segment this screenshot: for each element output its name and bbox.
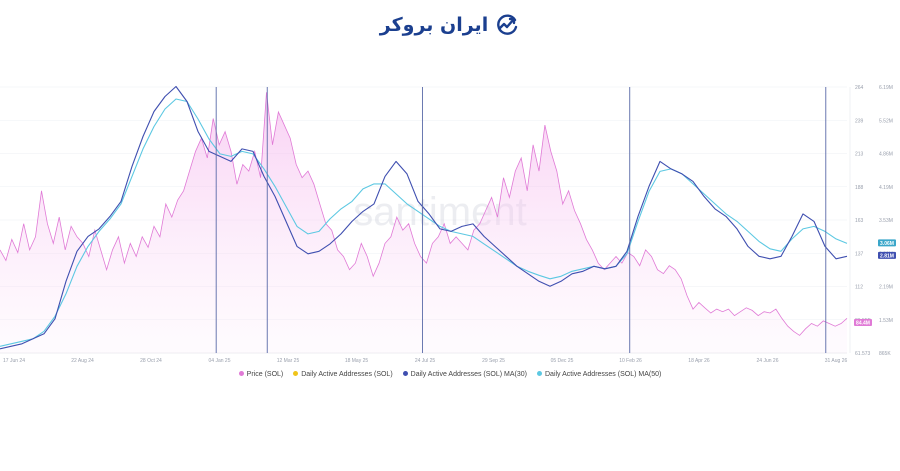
x-tick-label: 04 Jan 25 <box>209 358 231 364</box>
ma50-series <box>0 98 848 347</box>
value-badges: 3.06M 2.81M 84.4M <box>854 239 896 327</box>
y-right-tick-label: 865K <box>879 351 891 357</box>
value-badge-text: 3.06M <box>880 241 894 247</box>
legend-label: Daily Active Addresses (SOL) MA(50) <box>545 371 662 378</box>
y-left-axis-ticks: 26423921318816313711286.55B61.573 <box>855 85 872 357</box>
value-badge <box>878 239 896 247</box>
legend-item[interactable]: Daily Active Addresses (SOL) <box>293 371 393 378</box>
x-tick-label: 18 Apr 26 <box>688 358 710 364</box>
y-left-tick-label: 163 <box>855 218 864 224</box>
legend-swatch <box>537 371 542 376</box>
legend-swatch <box>402 371 408 376</box>
y-left-tick-label: 213 <box>855 152 864 158</box>
legend-swatch <box>293 371 299 376</box>
x-tick-label: 18 May 25 <box>345 358 369 364</box>
price-series <box>0 92 848 354</box>
y-right-tick-label: 3.53M <box>879 218 893 224</box>
x-tick-label: 24 Jul 25 <box>415 358 436 364</box>
y-left-tick-label: 61.573 <box>855 351 871 357</box>
legend-label: Daily Active Addresses (SOL) MA(30) <box>410 371 527 378</box>
x-tick-label: 12 Mar 25 <box>277 358 300 364</box>
legend-item[interactable]: Price (SOL) <box>238 371 284 378</box>
value-badge-text: 84.4M <box>856 321 870 327</box>
y-left-tick-label: 112 <box>855 285 863 291</box>
price-line <box>0 92 848 336</box>
x-tick-label: 29 Sep 25 <box>482 358 505 364</box>
rising-chart-circle-icon <box>497 14 518 35</box>
y-left-tick-label: 239 <box>855 118 864 124</box>
price-area <box>0 92 847 354</box>
x-tick-label: 05 Dec 25 <box>551 358 574 364</box>
x-tick-label: 31 Aug 26 <box>825 358 848 364</box>
legend-label: Price (SOL) <box>246 371 284 378</box>
x-tick-label: 28 Oct 24 <box>140 358 162 364</box>
y-left-tick-label: 188 <box>855 185 864 191</box>
x-tick-label: 10 Feb 26 <box>619 358 642 364</box>
brand-logo[interactable]: ایران بروکر <box>0 10 900 40</box>
brand-name: ایران بروکر <box>379 14 489 36</box>
vertical-markers <box>215 87 827 353</box>
y-right-tick-label: 4.19M <box>879 185 893 191</box>
chart-legend: Price (SOL) Daily Active Addresses (SOL) D… <box>0 371 900 378</box>
ma30-series <box>0 85 848 350</box>
value-badge <box>878 251 896 259</box>
x-axis-ticks: 17 Jun 24 22 Aug 24 28 Oct 24 04 Jan 25 12 M… <box>3 358 847 364</box>
legend-item[interactable]: Daily Active Addresses (SOL) MA(30) <box>402 371 527 378</box>
y-right-tick-label: 1.53M <box>879 318 893 324</box>
legend-swatch <box>238 371 244 376</box>
x-tick-label: 24 Jun 26 <box>757 358 779 364</box>
value-badge-text: 2.81M <box>880 253 894 259</box>
value-badge <box>854 319 872 327</box>
legend-item[interactable]: Daily Active Addresses (SOL) MA(50) <box>537 371 661 378</box>
y-right-tick-label: 4.86M <box>879 152 893 158</box>
x-tick-label: 22 Aug 24 <box>71 358 94 364</box>
y-right-axis-ticks: 6.19M5.52M4.86M4.19M3.53M2.86M2.19M1.53M… <box>879 85 893 357</box>
y-left-tick-label: 137 <box>855 251 864 257</box>
ma50-line <box>0 98 848 347</box>
y-right-tick-label: 5.52M <box>879 118 893 124</box>
chart-area: santiment 17 Jun 24 22 Aug 24 28 Oct 24 04 … <box>0 85 896 364</box>
x-tick-label: 17 Jun 24 <box>3 358 25 364</box>
y-left-tick-label: 264 <box>855 85 864 91</box>
y-right-tick-label: 2.19M <box>879 285 893 291</box>
ma30-line <box>0 85 848 350</box>
y-right-tick-label: 6.19M <box>879 85 893 91</box>
legend-label: Daily Active Addresses (SOL) <box>301 371 393 378</box>
